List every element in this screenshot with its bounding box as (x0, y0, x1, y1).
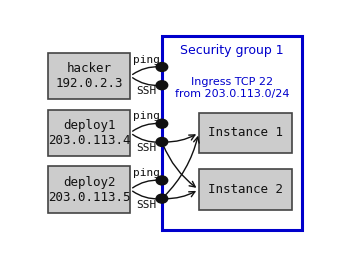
Text: ping: ping (133, 168, 160, 178)
Text: Instance 2: Instance 2 (208, 183, 283, 196)
FancyBboxPatch shape (47, 166, 131, 213)
Circle shape (156, 81, 168, 90)
Text: hacker
192.0.2.3: hacker 192.0.2.3 (55, 62, 123, 90)
Circle shape (156, 63, 168, 72)
FancyBboxPatch shape (162, 36, 302, 230)
Text: Instance 1: Instance 1 (208, 126, 283, 139)
Text: SSH: SSH (136, 143, 156, 153)
FancyBboxPatch shape (199, 169, 292, 210)
Circle shape (156, 176, 168, 185)
FancyBboxPatch shape (47, 53, 131, 99)
Circle shape (156, 138, 168, 146)
FancyBboxPatch shape (47, 109, 131, 156)
Text: Ingress TCP 22
from 203.0.113.0/24: Ingress TCP 22 from 203.0.113.0/24 (175, 78, 290, 99)
Text: SSH: SSH (136, 86, 156, 96)
Text: Security group 1: Security group 1 (180, 44, 284, 57)
Text: deploy1
203.0.113.4: deploy1 203.0.113.4 (48, 119, 130, 147)
Text: SSH: SSH (136, 200, 156, 210)
Circle shape (156, 119, 168, 128)
Text: ping: ping (133, 54, 160, 65)
Text: deploy2
203.0.113.5: deploy2 203.0.113.5 (48, 175, 130, 204)
Circle shape (156, 194, 168, 203)
FancyBboxPatch shape (199, 113, 292, 153)
Text: ping: ping (133, 111, 160, 121)
